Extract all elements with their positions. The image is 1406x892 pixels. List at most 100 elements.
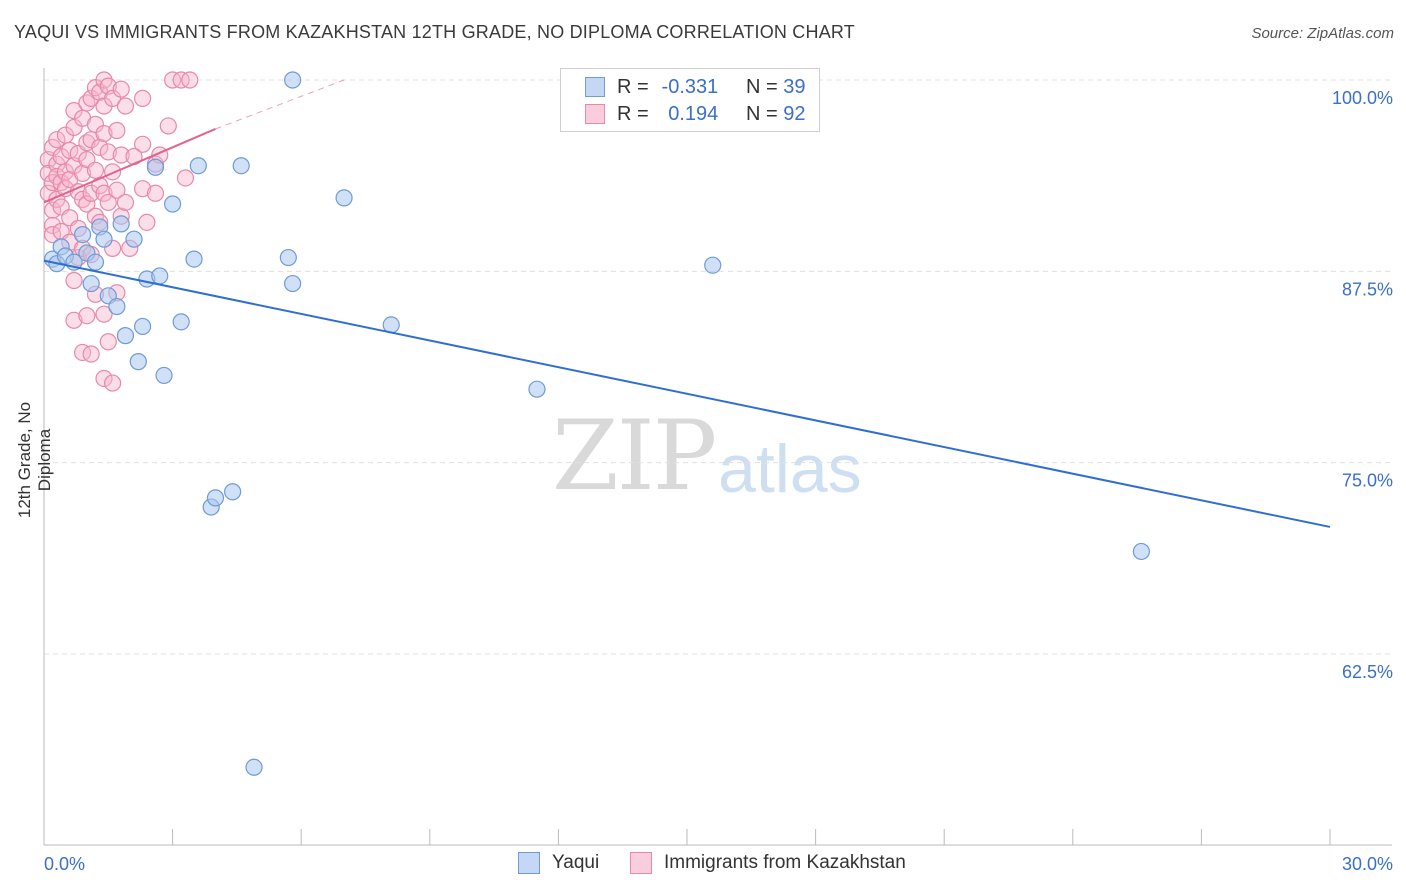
kazakhstan-point: [99, 143, 117, 161]
source-label: Source: ZipAtlas.com: [1251, 25, 1394, 42]
kazakhstan-point: [133, 135, 152, 153]
kazakhstan-point: [95, 369, 113, 388]
kazakhstan-point: [138, 213, 156, 231]
kazakhstan-point: [56, 180, 75, 198]
kazakhstan-point: [103, 374, 122, 392]
y-tick-label: 100.0%: [1332, 88, 1393, 108]
legend-swatch-yaqui: [518, 852, 540, 874]
yaqui-point: [284, 71, 302, 89]
legend-label-yaqui: Yaqui: [552, 852, 600, 873]
kazakhstan-point: [159, 117, 177, 135]
yaqui-point: [155, 366, 173, 385]
yaqui-point: [206, 489, 225, 507]
kazakhstan-point: [65, 118, 83, 137]
kazakhstan-point: [73, 343, 92, 362]
kazakhstan-trend-extension: [215, 79, 345, 130]
axes: [43, 68, 1392, 846]
watermark-zip: ZIP: [552, 400, 717, 512]
kazakhstan-point: [95, 124, 113, 143]
yaqui-point: [185, 250, 203, 268]
kazakhstan-point: [176, 169, 195, 187]
y-tick-label: 62.5%: [1342, 662, 1393, 682]
yaqui-point: [528, 380, 546, 398]
yaqui-point: [164, 195, 182, 213]
yaqui-point: [95, 230, 113, 248]
yaqui-point: [704, 256, 722, 274]
x-tick-label: 0.0%: [44, 854, 85, 874]
yaqui-point: [116, 327, 135, 345]
legend-label-kazakhstan: Immigrants from Kazakhstan: [664, 852, 906, 873]
kazakhstan-point: [112, 146, 130, 164]
legend-n-label: N =: [746, 75, 778, 98]
yaqui-point: [151, 267, 169, 285]
kazakhstan-point: [181, 71, 199, 89]
kazakhstan-point: [95, 305, 113, 323]
yaqui-point: [133, 317, 152, 336]
kazakhstan-point: [95, 184, 113, 202]
legend-r-value: -0.331: [661, 75, 719, 98]
yaqui-point: [335, 189, 353, 207]
kazakhstan-point: [65, 271, 83, 290]
legend-n-value: 92: [783, 102, 806, 125]
yaqui-point: [1132, 542, 1150, 561]
legend-r-label: R =: [617, 102, 649, 125]
kazakhstan-point: [99, 333, 117, 351]
legend-item-yaqui[interactable]: Yaqui: [518, 852, 599, 874]
chart-title: YAQUI VS IMMIGRANTS FROM KAZAKHSTAN 12TH…: [14, 22, 855, 42]
y-tick-label: 87.5%: [1342, 279, 1393, 299]
kazakhstan-point: [99, 193, 117, 212]
yaqui-point: [245, 758, 263, 776]
trend-lines: [43, 79, 1331, 528]
yaqui-trend-line: [43, 259, 1331, 528]
kazakhstan-point: [103, 163, 122, 181]
kazakhstan-point: [65, 311, 83, 329]
kazakhstan-trend-line: [43, 128, 216, 204]
legend-swatch-kazakhstan: [585, 104, 605, 124]
yaqui-point: [232, 157, 250, 175]
yaqui-point: [284, 274, 302, 293]
kazakhstan-point: [108, 121, 126, 140]
kazakhstan-point: [103, 89, 122, 107]
y-tick-label: 75.0%: [1342, 471, 1393, 491]
legend-r-value: 0.194: [668, 102, 719, 125]
legend-n-value: 39: [783, 75, 806, 98]
legend-swatch-yaqui: [585, 77, 605, 97]
yaqui-point: [86, 253, 105, 271]
legend-row-kazakhstan: R = 0.194 N = 92: [585, 102, 806, 126]
kazakhstan-point: [146, 184, 165, 202]
stats-legend: R = -0.331 N = 39 R = 0.194 N = 92: [560, 68, 820, 132]
kazakhstan-point: [112, 80, 130, 98]
legend-swatch-kazakhstan: [630, 852, 652, 874]
kazakhstan-point: [43, 216, 62, 235]
kazakhstan-point: [116, 97, 135, 115]
y-axis-label: 12th Grade, No Diploma: [15, 401, 54, 519]
yaqui-point: [73, 225, 92, 244]
yaqui-point: [189, 157, 207, 175]
yaqui-point: [108, 297, 126, 316]
legend-row-yaqui: R = -0.331 N = 39: [585, 75, 806, 99]
legend-item-kazakhstan[interactable]: Immigrants from Kazakhstan: [630, 852, 906, 874]
kazakhstan-point: [78, 195, 96, 213]
yaqui-point: [172, 313, 190, 331]
kazakhstan-point: [108, 181, 126, 199]
yaqui-point: [224, 483, 242, 501]
yaqui-point: [82, 274, 100, 293]
yaqui-point: [125, 230, 143, 248]
x-tick-label: 30.0%: [1342, 854, 1393, 874]
kazakhstan-point: [133, 89, 152, 107]
kazakhstan-point: [78, 307, 96, 325]
legend-r-label: R =: [617, 75, 649, 98]
tick-labels: 100.0% 87.5% 75.0% 62.5% 0.0% 30.0%: [44, 88, 1393, 874]
kazakhstan-point: [116, 193, 135, 212]
kazakhstan-point: [91, 138, 109, 156]
watermark-atlas: atlas: [718, 431, 862, 507]
kazakhstan-point: [133, 180, 152, 198]
kazakhstan-point: [48, 131, 66, 149]
kazakhstan-point: [86, 115, 105, 133]
kazakhstan-point: [86, 161, 105, 179]
yaqui-point: [279, 248, 297, 267]
yaqui-point: [146, 158, 165, 176]
yaqui-point: [129, 353, 147, 371]
series-yaqui-points: [43, 71, 1150, 776]
